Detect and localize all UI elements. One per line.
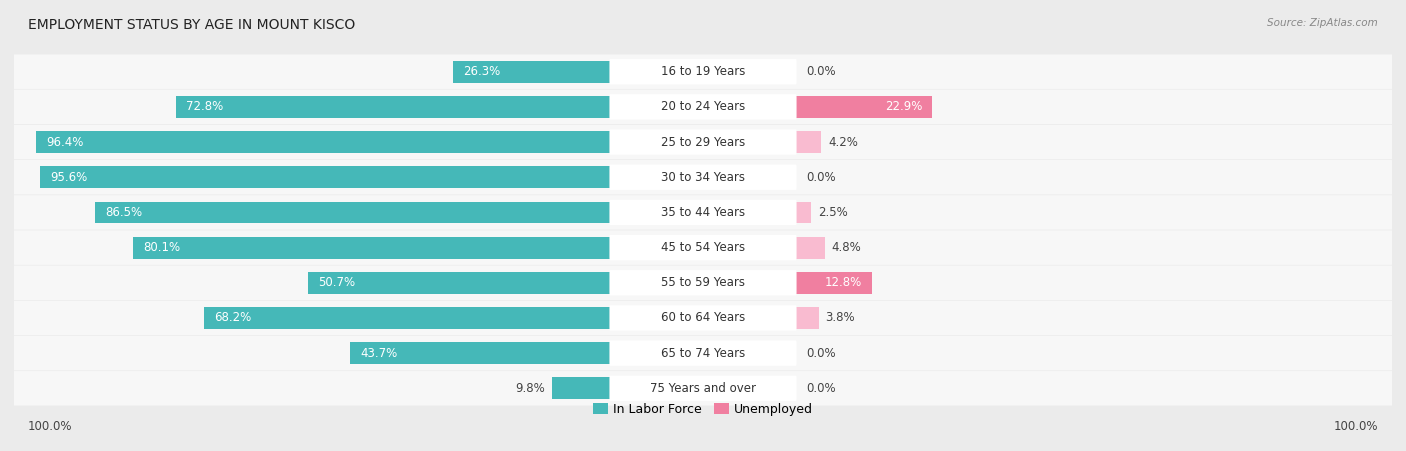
FancyBboxPatch shape <box>14 230 1392 265</box>
Bar <box>308 272 610 294</box>
FancyBboxPatch shape <box>609 94 797 120</box>
FancyBboxPatch shape <box>14 301 1392 335</box>
Text: 30 to 34 Years: 30 to 34 Years <box>661 171 745 184</box>
Text: 9.8%: 9.8% <box>515 382 544 395</box>
FancyBboxPatch shape <box>14 266 1392 300</box>
Text: 0.0%: 0.0% <box>807 171 837 184</box>
FancyBboxPatch shape <box>609 200 797 225</box>
Text: 0.0%: 0.0% <box>807 382 837 395</box>
Bar <box>551 377 610 399</box>
Bar <box>796 237 824 258</box>
FancyBboxPatch shape <box>609 59 797 84</box>
Text: 72.8%: 72.8% <box>187 101 224 113</box>
Text: 2.5%: 2.5% <box>818 206 848 219</box>
Text: 60 to 64 Years: 60 to 64 Years <box>661 312 745 324</box>
Text: 95.6%: 95.6% <box>51 171 87 184</box>
Text: 0.0%: 0.0% <box>807 65 837 78</box>
Text: 35 to 44 Years: 35 to 44 Years <box>661 206 745 219</box>
Text: 12.8%: 12.8% <box>825 276 862 289</box>
Text: 65 to 74 Years: 65 to 74 Years <box>661 347 745 359</box>
Text: 100.0%: 100.0% <box>28 420 73 433</box>
Text: 86.5%: 86.5% <box>105 206 142 219</box>
Text: 16 to 19 Years: 16 to 19 Years <box>661 65 745 78</box>
Text: 0.0%: 0.0% <box>807 347 837 359</box>
Bar <box>35 131 610 153</box>
Legend: In Labor Force, Unemployed: In Labor Force, Unemployed <box>588 398 818 421</box>
Bar <box>204 307 610 329</box>
Text: 100.0%: 100.0% <box>1333 420 1378 433</box>
FancyBboxPatch shape <box>609 270 797 295</box>
FancyBboxPatch shape <box>14 125 1392 159</box>
Text: 4.2%: 4.2% <box>828 136 858 148</box>
Bar <box>796 307 818 329</box>
Text: 43.7%: 43.7% <box>360 347 396 359</box>
FancyBboxPatch shape <box>14 371 1392 405</box>
Text: 45 to 54 Years: 45 to 54 Years <box>661 241 745 254</box>
Text: 22.9%: 22.9% <box>884 101 922 113</box>
Text: 25 to 29 Years: 25 to 29 Years <box>661 136 745 148</box>
Text: 26.3%: 26.3% <box>464 65 501 78</box>
FancyBboxPatch shape <box>609 376 797 401</box>
FancyBboxPatch shape <box>14 160 1392 194</box>
FancyBboxPatch shape <box>14 55 1392 89</box>
Bar <box>132 237 610 258</box>
FancyBboxPatch shape <box>609 235 797 260</box>
FancyBboxPatch shape <box>609 305 797 331</box>
Text: 50.7%: 50.7% <box>318 276 356 289</box>
Bar <box>350 342 610 364</box>
Text: 68.2%: 68.2% <box>214 312 252 324</box>
Bar <box>796 272 872 294</box>
FancyBboxPatch shape <box>609 341 797 366</box>
FancyBboxPatch shape <box>609 129 797 155</box>
Bar <box>453 61 610 83</box>
FancyBboxPatch shape <box>14 336 1392 370</box>
FancyBboxPatch shape <box>609 165 797 190</box>
Bar <box>796 131 821 153</box>
Text: Source: ZipAtlas.com: Source: ZipAtlas.com <box>1267 18 1378 28</box>
Bar <box>176 96 610 118</box>
FancyBboxPatch shape <box>14 195 1392 230</box>
Text: 4.8%: 4.8% <box>831 241 862 254</box>
Text: 20 to 24 Years: 20 to 24 Years <box>661 101 745 113</box>
Text: 80.1%: 80.1% <box>143 241 180 254</box>
Text: 96.4%: 96.4% <box>46 136 83 148</box>
Bar <box>94 202 610 223</box>
Bar <box>796 202 811 223</box>
Text: 55 to 59 Years: 55 to 59 Years <box>661 276 745 289</box>
Bar <box>41 166 610 188</box>
FancyBboxPatch shape <box>14 90 1392 124</box>
Text: EMPLOYMENT STATUS BY AGE IN MOUNT KISCO: EMPLOYMENT STATUS BY AGE IN MOUNT KISCO <box>28 18 356 32</box>
Text: 3.8%: 3.8% <box>825 312 855 324</box>
Bar <box>796 96 932 118</box>
Text: 75 Years and over: 75 Years and over <box>650 382 756 395</box>
